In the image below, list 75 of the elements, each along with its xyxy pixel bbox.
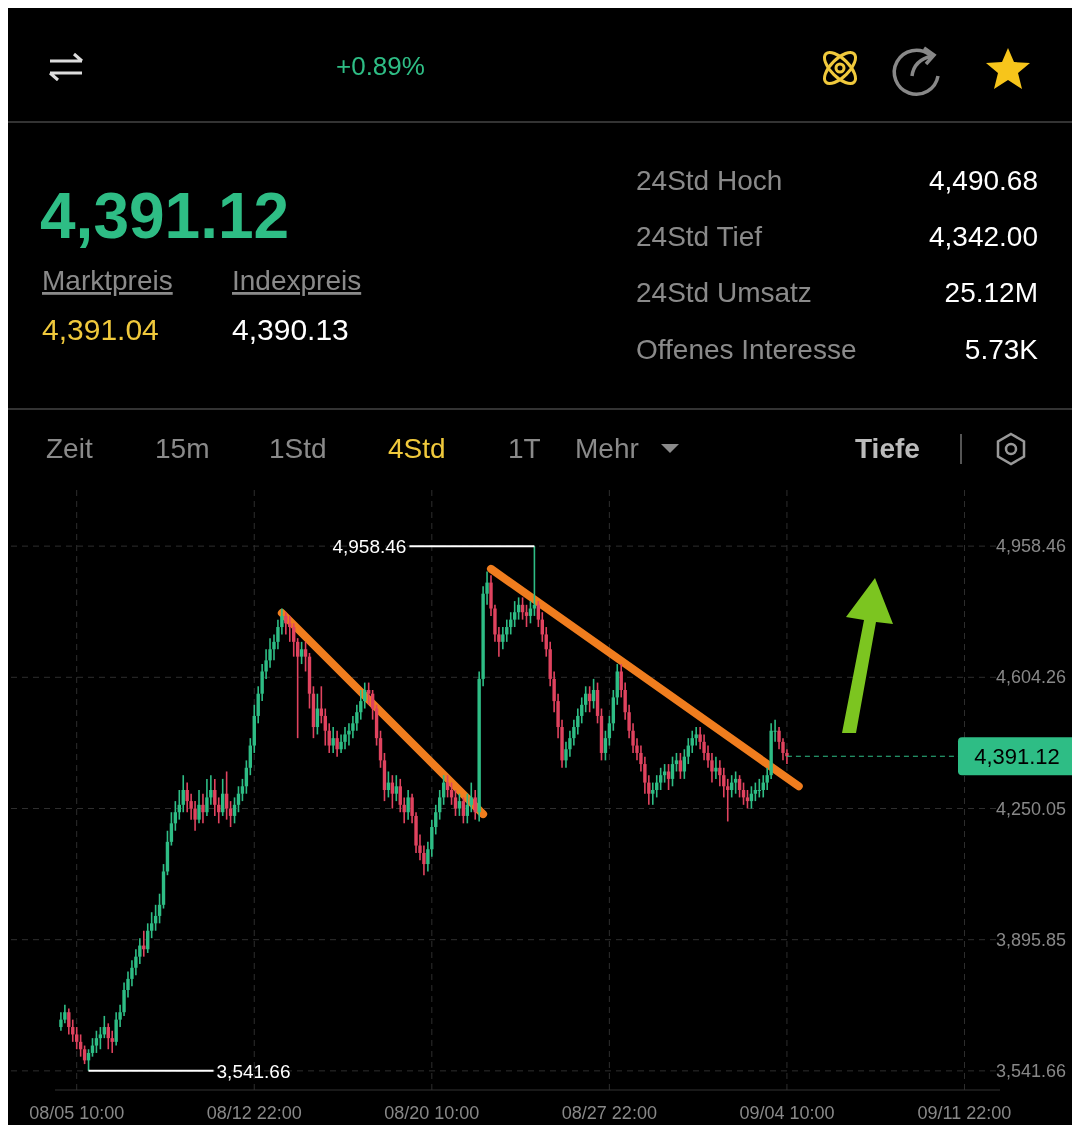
candlestick [205, 778, 209, 817]
candlestick [288, 615, 292, 643]
candlestick [532, 545, 537, 617]
candlestick [603, 729, 608, 762]
text: 4,391.12 [40, 180, 290, 252]
y-tick-label: 4,250.05 [995, 798, 1066, 819]
candlestick [670, 755, 675, 788]
candlestick [94, 1029, 99, 1054]
x-tick-label: 09/11 22:00 [917, 1103, 1012, 1123]
candlestick [753, 781, 758, 802]
candlestick [453, 789, 458, 817]
candlestick [201, 792, 205, 825]
text: 4,342.00 [929, 221, 1038, 252]
text: Tiefe [855, 433, 920, 464]
candlestick [335, 729, 339, 758]
candlestick [674, 752, 679, 773]
text: 4,391.04 [42, 313, 159, 346]
candlestick [110, 1029, 114, 1054]
candlestick [240, 778, 245, 802]
text: Offenes Interesse [636, 334, 857, 365]
candlestick [299, 641, 304, 665]
text: 4,490.68 [929, 165, 1038, 196]
candlestick [473, 789, 477, 821]
candlestick [461, 796, 466, 825]
candlestick [181, 774, 185, 814]
candlestick [303, 641, 308, 673]
candlestick [406, 789, 410, 821]
x-tick-label: 08/20 10:00 [384, 1103, 480, 1123]
text: 25.12M [944, 277, 1038, 308]
text: Marktpreis [42, 265, 173, 296]
text: 4Std [388, 433, 446, 464]
candlestick [169, 811, 174, 847]
text: Zeit [46, 433, 93, 464]
x-tick-label: 08/12 22:00 [206, 1103, 302, 1123]
text: 24Std Hoch [636, 165, 783, 196]
candlestick [366, 681, 371, 706]
candlestick [469, 781, 473, 814]
candlestick [690, 729, 694, 754]
y-tick-label: 3,895.85 [995, 929, 1066, 950]
candlestick [757, 778, 762, 799]
ref-line-label: 4,391.12 [974, 744, 1060, 770]
candlestick [524, 604, 529, 628]
annotation: 4,958.46 [332, 536, 407, 558]
candlestick [607, 715, 612, 747]
text: 24Std Umsatz [636, 277, 812, 308]
candlestick [370, 689, 375, 721]
text: 1T [508, 433, 541, 464]
candlestick [457, 792, 462, 817]
candlestick [394, 774, 399, 802]
text: +0.89% [336, 51, 425, 81]
candlestick [197, 789, 201, 825]
candlestick [733, 770, 738, 795]
candlestick [98, 1026, 103, 1051]
text: 15m [155, 433, 210, 464]
x-tick-label: 09/04 10:00 [739, 1103, 835, 1123]
candlestick [331, 726, 335, 754]
x-tick-label: 08/05 10:00 [29, 1103, 125, 1123]
text: 1Std [269, 433, 327, 464]
candlestick [714, 755, 718, 780]
annotation: 3,541.66 [216, 1060, 291, 1082]
text: Indexpreis [232, 265, 362, 296]
candlestick [224, 770, 229, 821]
candlestick [343, 726, 347, 751]
text: Mehr [575, 433, 639, 464]
text: 24Std Tief [636, 221, 763, 252]
candlestick [666, 763, 671, 791]
text: 5.73K [964, 334, 1039, 365]
candlestick [651, 781, 655, 806]
text: 4,390.13 [232, 313, 349, 346]
candlestick [745, 789, 750, 810]
y-tick-label: 4,604.26 [995, 667, 1066, 688]
candlestick [662, 763, 667, 784]
y-tick-label: 3,541.66 [995, 1060, 1066, 1081]
y-tick-label: 4,958.46 [995, 536, 1066, 557]
x-tick-label: 08/27 22:00 [561, 1103, 657, 1123]
